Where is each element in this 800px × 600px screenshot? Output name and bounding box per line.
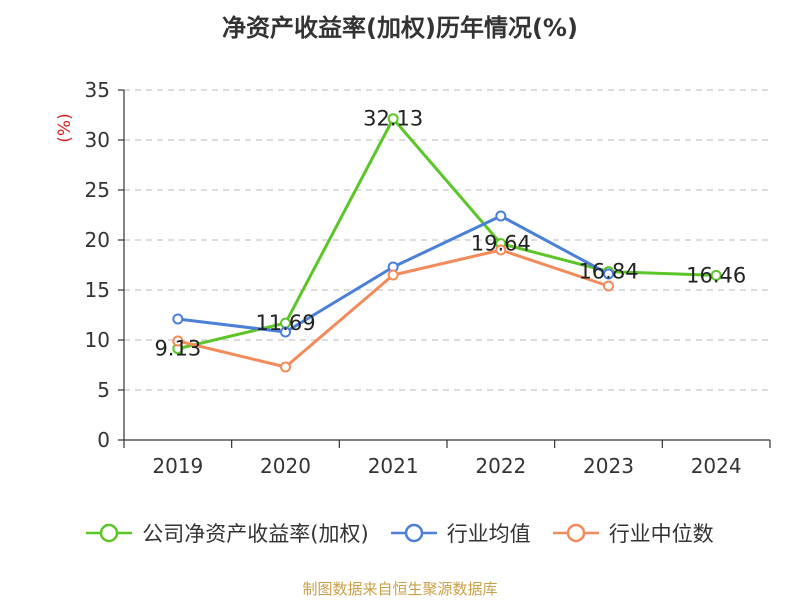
data-label-2024: 16.46 [686,263,746,287]
legend-swatch-icon [86,523,133,543]
y-tick-label-0: 0 [97,428,110,452]
data-point-s2-2020 [280,361,291,373]
legend-label: 行业均值 [446,522,531,546]
x-tick-label-2021: 2021 [368,454,419,478]
series-line-0 [177,117,717,351]
source-note: 制图数据来自恒生聚源数据库 [302,580,498,598]
y-tick-label-15: 15 [85,278,110,302]
data-labels: 9.13 11.69 32.13 19.64 16.84 16.46 [154,107,746,361]
data-point-s1-2019 [172,313,184,325]
legend-item-1[interactable]: 行业均值 [390,518,531,548]
axes: 0 5 10 15 20 25 30 35 (%) 2019 2020 2021 2022 2023 202… [55,78,771,478]
x-tick-label-2022: 2022 [475,454,526,478]
legend-item-2[interactable]: 行业中位数 [552,518,714,548]
y-tick-label-10: 10 [85,328,110,352]
data-point-s2-2021 [387,269,399,281]
data-point-s2-2022 [495,244,507,256]
legend-label: 行业中位数 [608,522,714,546]
y-tick-label-35: 35 [85,78,110,102]
data-label-2021: 32.13 [363,107,423,131]
data-point-s1-2022 [495,210,507,222]
x-tick-label-2019: 2019 [152,454,203,478]
legend-label: 公司净资产收益率(加权) [142,522,369,546]
y-tick-label-20: 20 [85,228,110,252]
chart-title: 净资产收益率(加权)历年情况(%) [222,14,578,42]
data-point-s1-2020 [280,326,291,338]
data-label-2023: 16.84 [578,260,638,284]
legend-item-0[interactable]: 公司净资产收益率(加权) [86,518,369,548]
data-label-2022: 19.64 [471,232,531,256]
legend-swatch-icon [552,523,599,543]
data-point-s2-2023 [603,280,614,292]
y-tick-label-30: 30 [85,128,110,152]
x-tick-label-2020: 2020 [260,454,311,478]
data-point-s1-2023 [603,268,614,280]
legend: 公司净资产收益率(加权) 行业均值 行业中位数 [0,518,800,548]
x-tick-label-2023: 2023 [583,454,634,478]
data-label-2020: 11.69 [255,311,315,335]
data-point-s0-2024 [710,269,722,281]
legend-swatch-icon [390,523,437,543]
y-tick-label-5: 5 [97,378,110,402]
data-point-s0-2021 [387,113,399,125]
y-axis-label: (%) [55,113,75,142]
data-points [172,113,722,373]
y-tick-label-25: 25 [85,178,110,202]
data-point-s2-2019 [172,335,184,347]
x-tick-label-2024: 2024 [691,454,742,478]
data-label-2019: 9.13 [154,337,201,361]
